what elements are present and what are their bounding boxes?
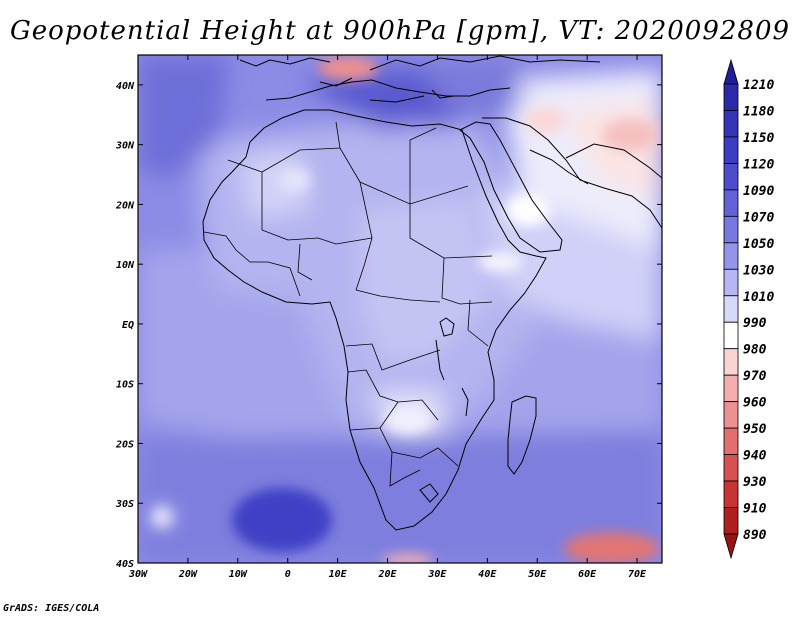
colorbar-swatch [723,215,739,244]
colorbar: 1210 1180 1150 1120 1090 1070 1050 1030 1010 990 9… [723,58,774,560]
colorbar-bottom-arrow [723,533,739,560]
colorbar-swatch [723,268,739,297]
colorbar-swatch [723,507,739,535]
colorbar-top-arrow [723,58,739,85]
colorbar-swatch [723,83,739,111]
colorbar-level-label: 1120 [743,157,774,172]
colorbar-level-label: 940 [743,449,767,464]
lon-tick-label: 40E [478,569,497,580]
height-field [138,55,662,563]
colorbar-level-label: 1150 [743,131,774,146]
colorbar-level-label: 1010 [743,290,774,305]
lon-tick-label: 60E [578,569,597,580]
lon-tick-label: 30E [427,569,447,580]
lon-tick-label: 0 [285,569,291,580]
colorbar-swatch [723,295,739,323]
colorbar-level-label: 930 [743,475,767,490]
colorbar-level-label: 990 [743,316,767,331]
lat-tick-label: 10S [116,380,134,391]
colorbar-level-label: 1090 [743,184,774,199]
colorbar-level-label: 960 [743,396,767,411]
lon-tick-label: 20E [377,569,397,580]
colorbar-level-label: 980 [743,343,767,358]
colorbar-level-label: 1210 [743,78,774,93]
colorbar-level-label: 910 [743,502,767,517]
lon-tick-label: 10W [229,569,248,580]
lon-tick-label: 50E [528,569,547,580]
lat-tick-label: 30N [115,141,135,152]
colorbar-swatch [723,110,739,138]
colorbar-level-label: 1030 [743,263,774,278]
lat-tick-label: 20S [115,439,134,450]
colorbar-swatch [723,242,739,270]
plot-frame [137,54,663,564]
credit-label: GrADS: IGES/COLA [3,603,100,614]
colorbar-swatch [723,348,739,376]
lat-tick-label: 20N [115,200,135,211]
colorbar-level-label: 970 [743,369,767,384]
colorbar-swatch [723,480,739,508]
colorbar-swatch [723,427,739,455]
colorbar-level-label: 1070 [743,210,774,225]
lon-tick-label: 10E [329,569,348,580]
lon-tick-label: 30W [128,569,148,580]
lat-tick-label: EQ [122,320,134,331]
colorbar-level-label: 1180 [743,104,774,119]
colorbar-level-label: 890 [743,528,767,543]
lon-tick-label: 20W [178,569,198,580]
lat-tick-label: 10N [116,260,135,271]
colorbar-swatch [723,374,739,403]
colorbar-swatch [723,163,739,191]
colorbar-level-label: 1050 [743,237,774,252]
coastlines [202,55,662,531]
colorbar-swatch [723,321,739,350]
colorbar-level-label: 950 [743,422,767,437]
colorbar-swatch [723,401,739,429]
lat-tick-label: 40N [116,81,135,92]
colorbar-swatch [723,189,739,217]
lon-tick-label: 70E [628,569,647,580]
lat-tick-label: 30S [115,499,134,510]
lat-tick-label: 40S [116,559,134,570]
map-title: Geopotential Height at 900hPa [gpm], VT:… [9,16,791,46]
colorbar-swatch [723,136,739,164]
political-borders [203,121,493,487]
colorbar-swatch [723,454,739,482]
